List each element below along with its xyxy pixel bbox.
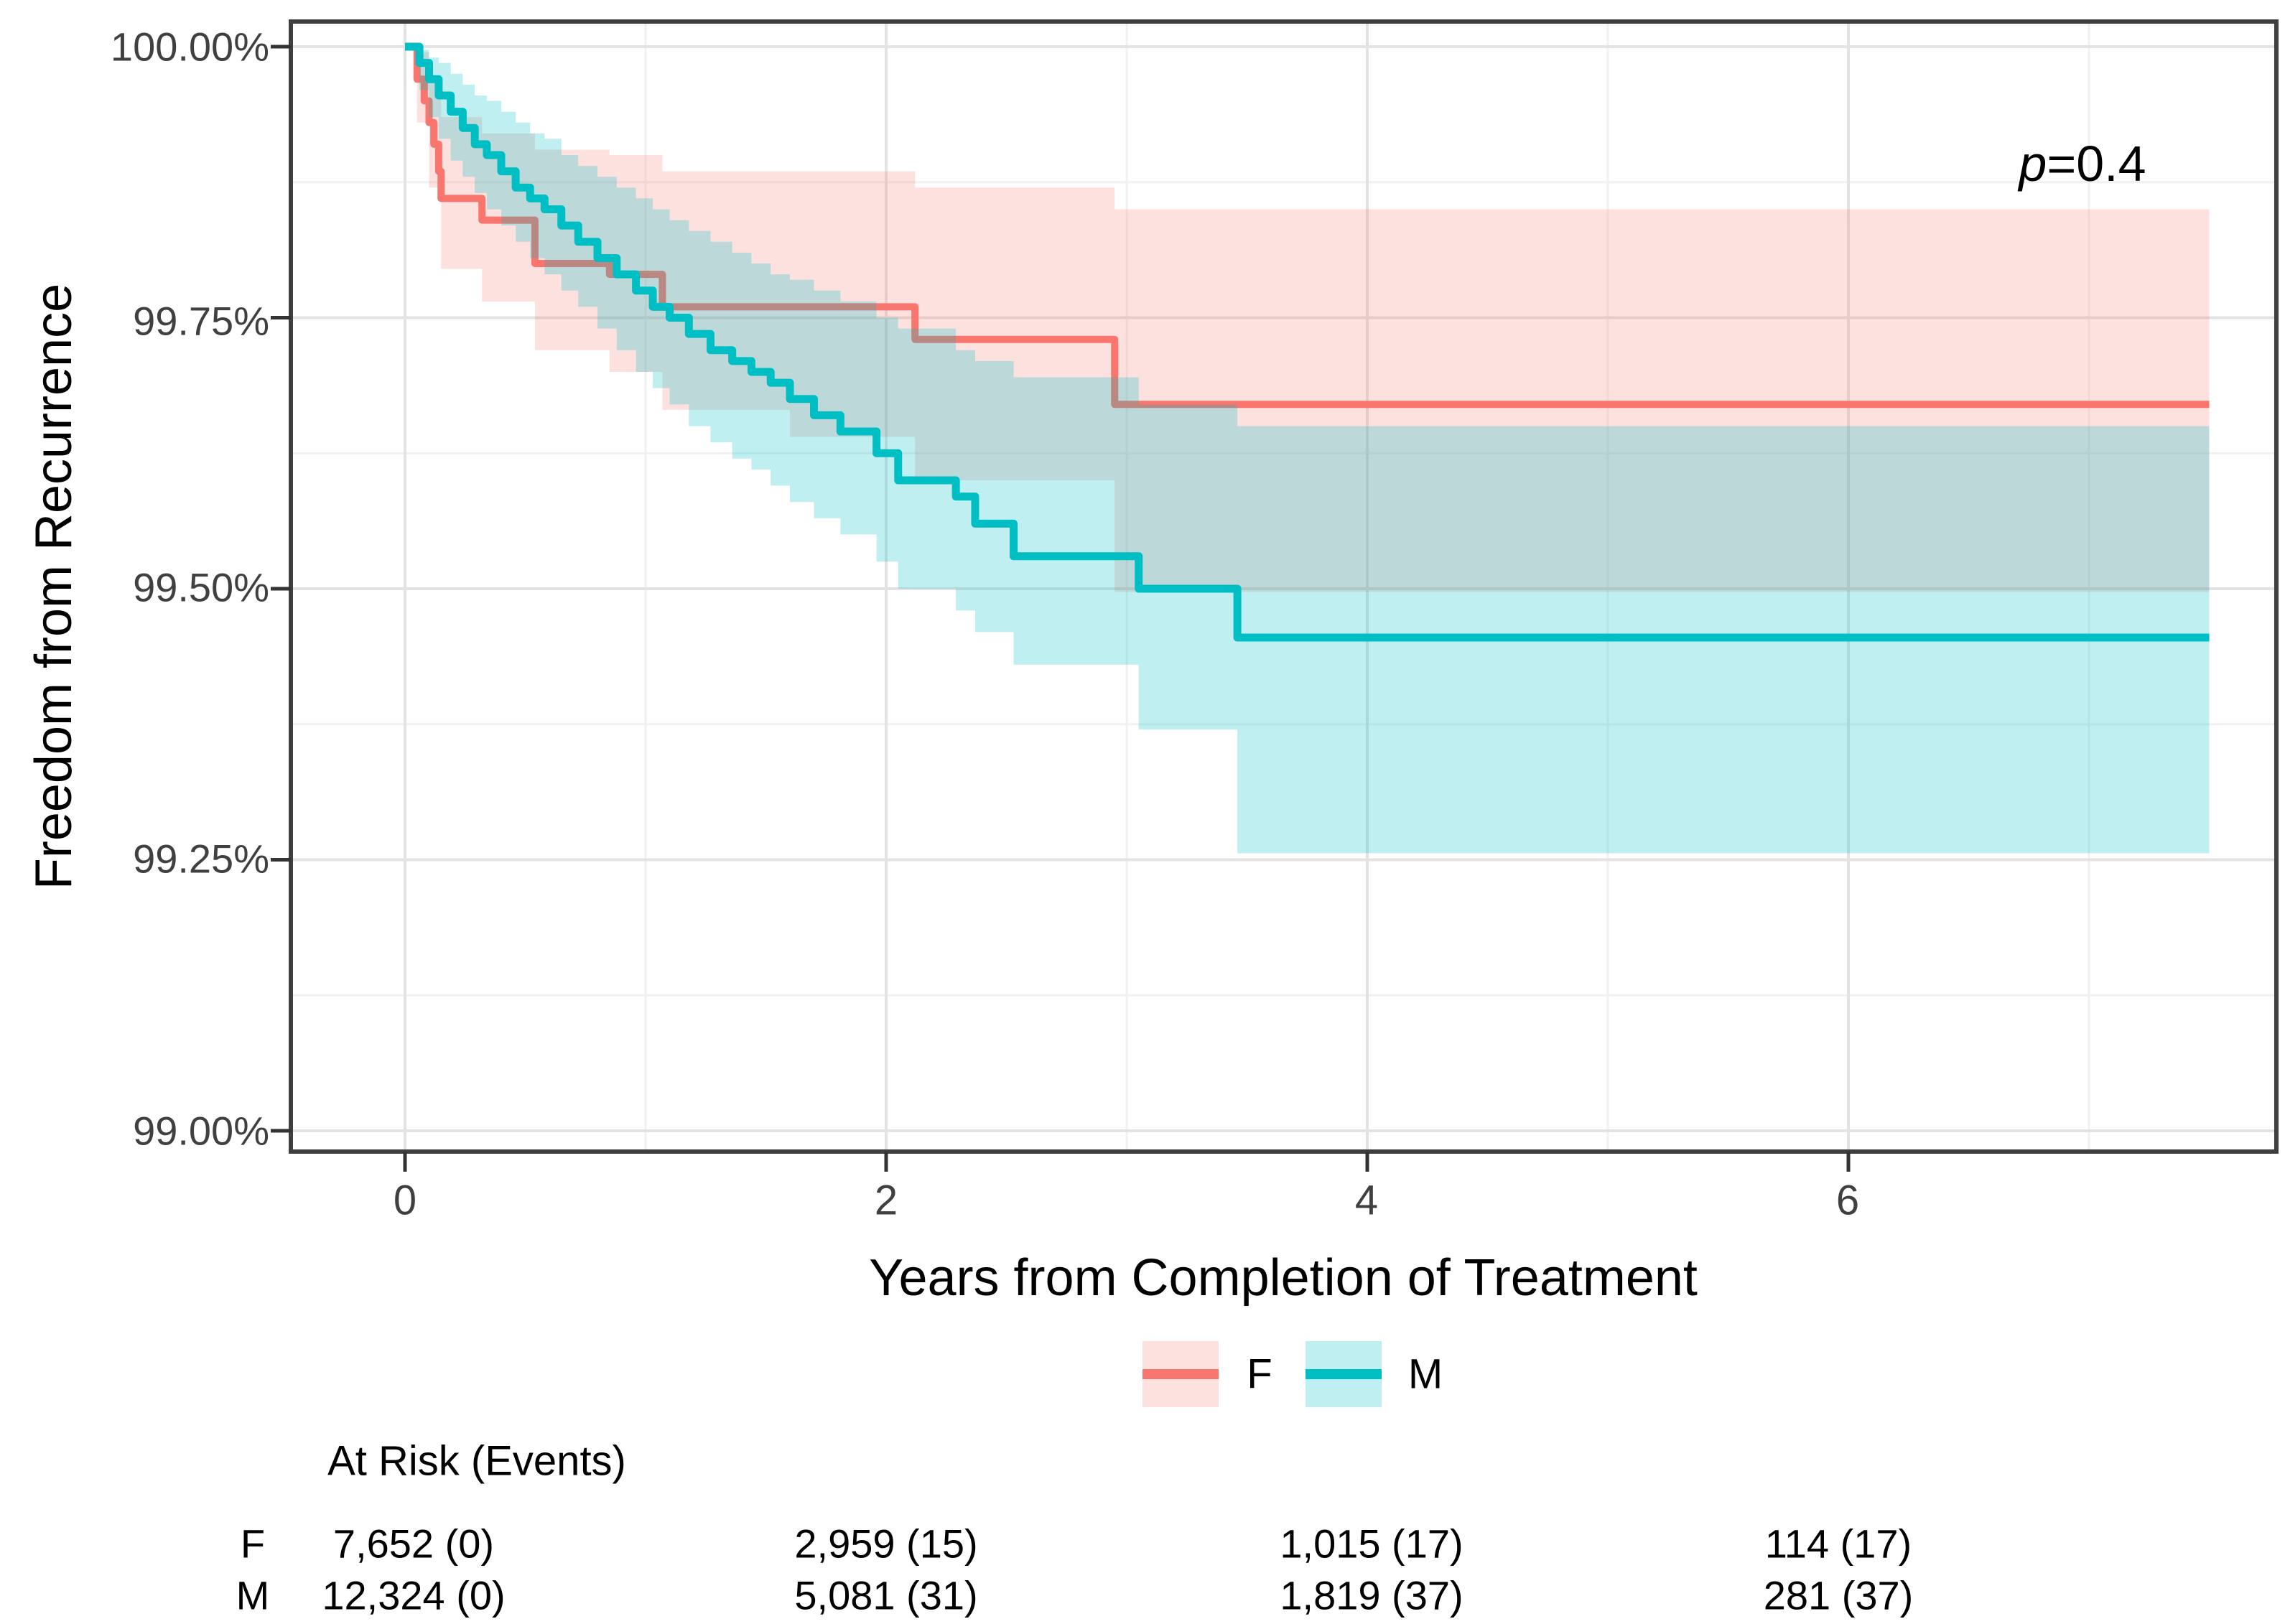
p-value-annotation: p=0.4	[2017, 136, 2146, 192]
y-tick-label: 100.00%	[111, 24, 269, 70]
at-risk-cell: 2,959 (15)	[794, 1521, 977, 1567]
legend: F M	[1142, 1341, 1443, 1407]
at-risk-cell: 7,652 (0)	[333, 1521, 494, 1567]
gridlines-minor	[291, 22, 2276, 1152]
at-risk-cell: 281 (37)	[1764, 1573, 1914, 1618]
x-tick-label: 0	[394, 1177, 416, 1224]
at-risk-cell: 114 (17)	[1765, 1521, 1912, 1567]
x-tick-label: 6	[1836, 1177, 1859, 1224]
at-risk-cell: 5,081 (31)	[794, 1573, 977, 1618]
at-risk-row-label: F	[241, 1521, 265, 1567]
panel-border	[289, 19, 2279, 1154]
x-tick-label: 4	[1355, 1177, 1378, 1224]
ci-ribbon-f	[405, 47, 2210, 592]
survival-curve-m	[405, 42, 2210, 642]
at-risk-cell: 1,819 (37)	[1280, 1573, 1463, 1618]
legend-label-m: M	[1408, 1351, 1443, 1398]
legend-label-f: F	[1247, 1351, 1272, 1398]
survival-curves-layer	[405, 42, 2210, 854]
at-risk-row-label: M	[236, 1573, 270, 1618]
y-axis-title: Freedom from Recurrence	[25, 284, 83, 890]
y-tick-label: 99.00%	[133, 1109, 269, 1154]
survival-curve-f	[405, 43, 2210, 409]
at-risk-table: At Risk (Events) F 7,652 (0) 2,959 (15) …	[236, 1438, 1914, 1618]
y-tick-label: 99.25%	[133, 836, 269, 882]
at-risk-cell: 1,015 (17)	[1280, 1521, 1463, 1567]
axis-tick-marks	[271, 45, 1851, 1172]
y-tick-label: 99.50%	[133, 565, 269, 610]
at-risk-header: At Risk (Events)	[327, 1438, 626, 1485]
x-tick-label: 2	[875, 1177, 898, 1224]
at-risk-cell: 12,324 (0)	[322, 1573, 505, 1618]
x-axis-title: Years from Completion of Treatment	[869, 1249, 1698, 1307]
gridlines-major	[291, 22, 2276, 1152]
ci-ribbon-m	[405, 47, 2210, 854]
y-tick-label: 99.75%	[133, 299, 269, 344]
